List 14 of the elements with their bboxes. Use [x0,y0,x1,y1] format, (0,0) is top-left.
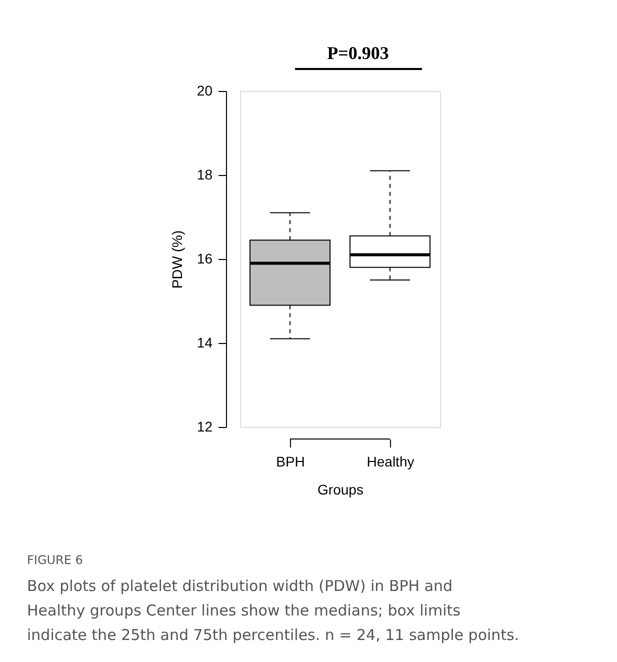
y-axis-title: PDW (%) [168,230,185,289]
text: Healthy groups Center lines show the medians; box limits [27,602,461,620]
x-tick-label: BPH [276,454,305,470]
y-tick-label: 18 [196,166,213,182]
x-axis-title: Groups [318,482,364,498]
y-tick-label: 14 [196,334,213,350]
x-tick-label: Healthy [366,454,414,470]
y-tick-label: 12 [196,418,213,434]
y-tick-label: 20 [196,82,213,98]
text: P=0.903 [327,43,389,63]
text: indicate the 25th and 75th percentiles. n = 24, 11 sample points. [27,626,520,644]
y-tick-label: 16 [196,250,213,266]
text: Box plots of platelet distribution width (PDW) in BPH and [27,577,453,595]
caption: FIGURE 6 [27,553,83,567]
